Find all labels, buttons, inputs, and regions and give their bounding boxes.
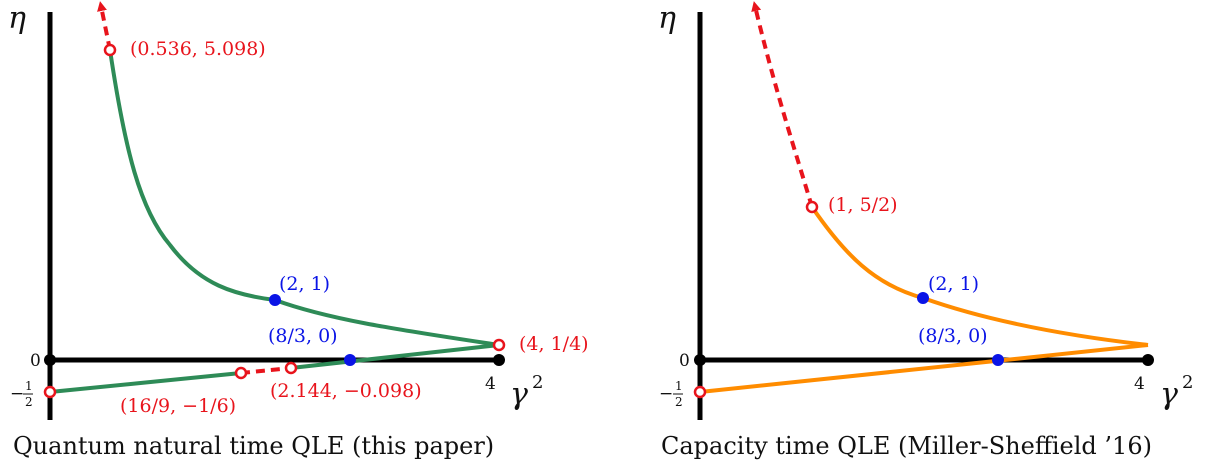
- left-point-tip-open: [492, 338, 506, 352]
- left-green-curve-upper: [108, 49, 500, 347]
- right-orange-line-lower: [699, 343, 1149, 394]
- left-x-axis-exponent: 2: [532, 372, 543, 393]
- right-point-8-3: [992, 354, 1004, 366]
- left-x-axis-label: γ: [510, 377, 528, 412]
- left-label-top-open: (0.536, 5.098): [130, 38, 266, 60]
- left-origin-dot: [44, 354, 56, 366]
- left-label-16-9: (16/9, −1/6): [120, 395, 236, 417]
- left-point-top-open: [103, 43, 117, 57]
- right-label-2-1: (2, 1): [928, 273, 979, 295]
- left-red-dashed-arrow: [97, 1, 112, 51]
- left-point-2144-open: [284, 361, 298, 375]
- left-label-8-3: (8/3, 0): [268, 325, 338, 347]
- left-tick-minus-sign: −: [10, 384, 24, 404]
- left-tick-zero: 0: [30, 351, 41, 371]
- right-origin-dot: [694, 354, 706, 366]
- left-green-line-middle: [290, 343, 500, 370]
- left-x4-dot: [493, 354, 505, 366]
- right-point-2-1: [917, 292, 929, 304]
- right-x-axis-exponent: 2: [1182, 372, 1193, 393]
- right-point-minus-half-open: [693, 385, 707, 399]
- right-red-dashed-arrow: [751, 1, 814, 208]
- right-x4-dot: [1142, 354, 1154, 366]
- left-point-16-9-open: [234, 366, 248, 380]
- left-tick-minus-half-den: 2: [25, 395, 33, 409]
- left-point-minus-half-open: [43, 385, 57, 399]
- right-x-axis-label: γ: [1160, 377, 1178, 412]
- left-label-2-1: (2, 1): [279, 273, 330, 295]
- left-y-axis-label: η: [8, 1, 26, 36]
- left-label-2144: (2.144, −0.098): [270, 380, 422, 402]
- right-caption: Capacity time QLE (Miller-Sheffield ’16): [661, 432, 1152, 460]
- left-caption: Quantum natural time QLE (this paper): [13, 432, 494, 460]
- right-panel: (1, 5/2) (2, 1) (8/3, 0) η γ 2 0 4 − 1 2…: [658, 1, 1193, 460]
- left-tick-minus-half-num: 1: [25, 379, 33, 393]
- right-tick-zero: 0: [679, 351, 690, 371]
- left-green-line-lower: [49, 371, 242, 394]
- right-label-1-52: (1, 5/2): [828, 194, 898, 216]
- left-point-2-1: [269, 294, 281, 306]
- left-red-dashed-segment: [240, 366, 292, 375]
- right-tick-minus-half-den: 2: [675, 395, 683, 409]
- right-y-axis-label: η: [658, 1, 676, 36]
- right-tick-minus-half-num: 1: [675, 379, 683, 393]
- right-tick-minus-sign: −: [659, 384, 673, 404]
- left-label-tip-open: (4, 1/4): [519, 333, 589, 355]
- left-tick-four: 4: [485, 374, 496, 394]
- left-point-8-3: [344, 354, 356, 366]
- right-tick-four: 4: [1134, 374, 1145, 394]
- right-label-8-3: (8/3, 0): [918, 325, 988, 347]
- left-panel: (0.536, 5.098) (2, 1) (8/3, 0) (4, 1/4) …: [8, 1, 589, 460]
- right-orange-curve-upper: [810, 205, 1149, 347]
- right-point-1-52-open: [805, 200, 819, 214]
